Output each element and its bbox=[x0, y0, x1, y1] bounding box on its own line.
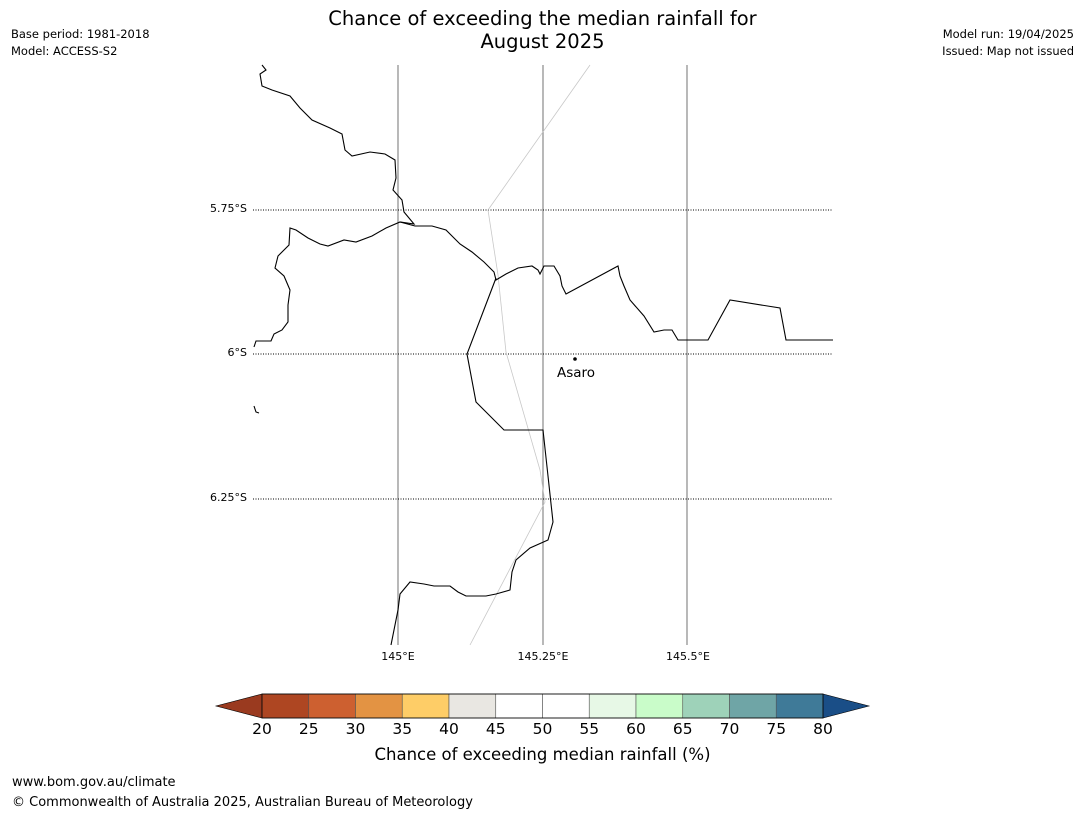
colorbar-segment bbox=[261, 693, 310, 719]
colorbar-tick-label: 75 bbox=[766, 720, 787, 738]
colorbar-segment bbox=[775, 693, 824, 719]
colorbar-segment bbox=[635, 693, 684, 719]
province-boundaries bbox=[253, 64, 833, 646]
model-run-text: Model run: 19/04/2025 bbox=[942, 27, 1074, 41]
longitude-gridlines bbox=[397, 65, 688, 645]
map-title-line1: Chance of exceeding the median rainfall … bbox=[328, 7, 757, 30]
meta-right: Model run: 19/04/2025 Issued: Map not is… bbox=[942, 26, 1074, 60]
colorbar-tick-label: 30 bbox=[345, 720, 366, 738]
colorbar-tick-label: 35 bbox=[392, 720, 413, 738]
colorbar-segment bbox=[308, 693, 356, 719]
lon-label-145-5e: 145.5°E bbox=[666, 650, 710, 663]
footer-copyright: © Commonwealth of Australia 2025, Austra… bbox=[12, 795, 473, 810]
colorbar-tick-label: 60 bbox=[626, 720, 646, 738]
boundary-fragment bbox=[253, 405, 260, 414]
lon-label-145e: 145°E bbox=[381, 650, 415, 663]
colorbar-tick-label: 80 bbox=[813, 720, 833, 738]
footer-url: www.bom.gov.au/climate bbox=[12, 775, 176, 790]
colorbar-title: Chance of exceeding median rainfall (%) bbox=[374, 745, 711, 764]
issued-text: Issued: Map not issued bbox=[942, 44, 1074, 58]
colorbar-segment bbox=[729, 693, 777, 719]
boundary-east-simbu bbox=[390, 277, 554, 646]
colorbar-tick-label: 45 bbox=[485, 720, 506, 738]
colorbar-segment bbox=[495, 693, 543, 719]
lon-label-145-25e: 145.25°E bbox=[517, 650, 569, 663]
place-marker bbox=[573, 357, 577, 361]
map-title-line2: August 2025 bbox=[480, 30, 605, 53]
model-text: Model: ACCESS-S2 bbox=[11, 44, 118, 58]
lat-label-6s: 6°S bbox=[227, 346, 247, 359]
colorbar-segment bbox=[448, 693, 497, 719]
place-label: Asaro bbox=[557, 365, 596, 381]
colorbar-segment bbox=[682, 693, 730, 719]
colorbar-segment bbox=[401, 693, 450, 719]
latitude-gridlines bbox=[253, 209, 833, 500]
colorbar-segment bbox=[588, 693, 637, 719]
base-period-text: Base period: 1981-2018 bbox=[11, 27, 150, 41]
boundary-north-west bbox=[253, 64, 416, 348]
colorbar-tick-label: 40 bbox=[439, 720, 459, 738]
district-boundary-line bbox=[469, 64, 591, 646]
colorbar-tick-label: 25 bbox=[298, 720, 319, 738]
colorbar-outline bbox=[261, 693, 824, 719]
meta-left: Base period: 1981-2018 Model: ACCESS-S2 bbox=[11, 26, 150, 60]
colorbar-over-arrow bbox=[822, 693, 871, 719]
lat-label-6-25s: 6.25°S bbox=[210, 491, 247, 504]
colorbar-segment bbox=[355, 693, 403, 719]
colorbar-under-arrow bbox=[214, 693, 263, 719]
colorbar-tick-label: 55 bbox=[579, 720, 600, 738]
colorbar-tick-label: 70 bbox=[719, 720, 740, 738]
colorbar-tick-label: 50 bbox=[532, 720, 553, 738]
colorbar-segment bbox=[542, 693, 590, 719]
map-title: Chance of exceeding the median rainfall … bbox=[0, 7, 1085, 53]
colorbar-tick-label: 20 bbox=[252, 720, 272, 738]
lat-label-5-75s: 5.75°S bbox=[210, 202, 247, 215]
boundary-north-central bbox=[399, 221, 833, 341]
colorbar-tick-label: 65 bbox=[672, 720, 693, 738]
